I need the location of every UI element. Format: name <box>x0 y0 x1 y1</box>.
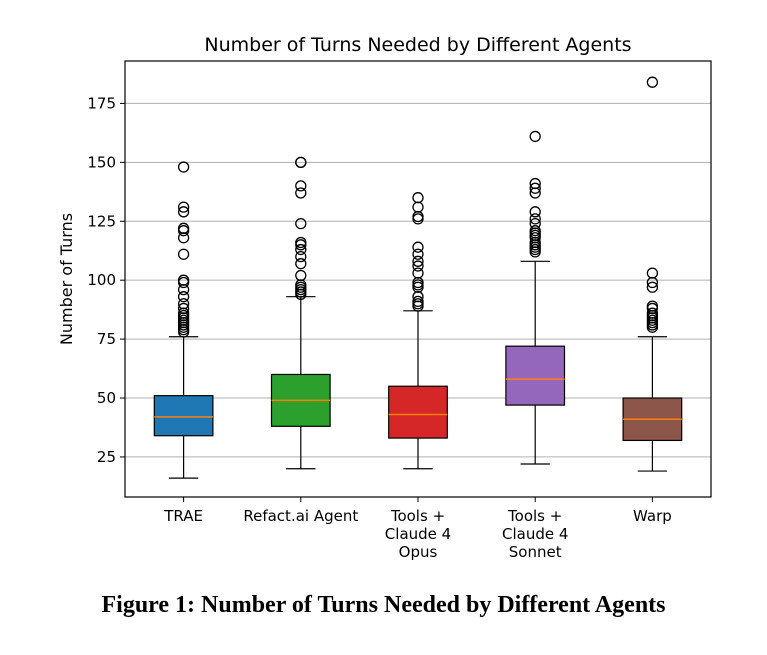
outlier-point <box>646 281 659 293</box>
x-tick-label-line: Tools + <box>507 507 562 525</box>
box-plot-chart: Number of Turns Needed by Different Agen… <box>57 34 712 561</box>
x-tick-label: Tools + Claude 4 Sonnet <box>502 507 568 561</box>
outlier-point <box>529 217 541 230</box>
outlier-point <box>177 206 190 218</box>
y-axis-ticks: 25 50 75 100 125 150 175 <box>87 94 125 466</box>
outlier-point <box>177 291 190 303</box>
outlier-point <box>295 217 307 230</box>
y-axis-label: Number of Turns <box>57 213 76 345</box>
x-tick-label: Refact.ai Agent <box>243 507 358 525</box>
outlier-point <box>412 192 424 204</box>
x-tick-label-line: Sonnet <box>509 543 562 561</box>
outlier-point <box>646 307 659 319</box>
chart-title: Number of Turns Needed by Different Agen… <box>204 34 631 56</box>
outlier-point <box>177 201 190 213</box>
outlier-point <box>529 182 541 194</box>
outlier-point <box>529 177 541 190</box>
outlier-point <box>412 210 424 223</box>
outlier-point <box>529 130 541 143</box>
x-tick-label: Tools + Claude 4 Opus <box>385 507 451 561</box>
outlier-point <box>646 300 659 312</box>
outlier-point <box>646 76 659 88</box>
iqr-box <box>388 385 448 439</box>
y-tick-label: 175 <box>87 94 116 112</box>
outlier-point <box>412 267 424 279</box>
outlier-point <box>177 298 190 310</box>
outlier-point <box>412 279 424 291</box>
outlier-point <box>295 258 307 270</box>
outlier-point <box>177 302 190 315</box>
box-3 <box>388 192 448 470</box>
x-tick-label-line: Tools + <box>390 507 445 525</box>
outlier-point <box>177 161 190 173</box>
x-tick-label-line: TRAE <box>163 507 203 525</box>
y-tick-label: 75 <box>97 330 116 348</box>
outlier-point <box>529 213 541 225</box>
outlier-point <box>295 243 307 256</box>
outlier-point <box>529 206 541 218</box>
outlier-point <box>646 267 659 279</box>
outlier-point <box>412 213 424 225</box>
y-tick-label: 100 <box>87 271 116 289</box>
y-tick-label: 25 <box>97 448 116 466</box>
outlier-point <box>295 180 307 192</box>
box-1 <box>153 161 214 479</box>
outlier-point <box>295 236 307 249</box>
outlier-point <box>177 276 190 289</box>
figure-caption: Figure 1: Number of Turns Needed by Diff… <box>101 592 666 618</box>
outlier-point <box>177 225 190 237</box>
outlier-point <box>412 260 424 272</box>
iqr-box <box>505 345 566 406</box>
box-2 <box>270 156 331 470</box>
outlier-point <box>412 241 424 253</box>
y-tick-label: 150 <box>87 153 116 171</box>
y-tick-label: 125 <box>87 212 116 230</box>
outlier-point <box>295 250 307 263</box>
x-tick-label-line: Claude 4 <box>385 525 451 543</box>
outlier-point <box>177 274 190 286</box>
iqr-box <box>153 395 214 437</box>
outlier-point <box>412 201 424 213</box>
outlier-point <box>412 295 424 308</box>
outlier-point <box>295 156 307 168</box>
box-5 <box>622 76 683 472</box>
outlier-point <box>295 187 307 199</box>
x-tick-label: Warp <box>633 507 672 525</box>
box-4 <box>505 130 566 465</box>
x-tick-label-line: Refact.ai Agent <box>243 507 358 525</box>
outlier-point <box>177 222 190 234</box>
x-axis-ticks: TRAE Refact.ai Agent Tools + Claude 4 OpusTo… <box>163 497 672 561</box>
outlier-point <box>177 248 190 260</box>
outlier-point <box>295 269 307 282</box>
y-tick-label: 50 <box>97 389 116 407</box>
box-series <box>153 76 683 479</box>
x-tick-label-line: Warp <box>633 507 672 525</box>
x-tick-label-line: Claude 4 <box>502 525 568 543</box>
x-tick-label-line: Opus <box>399 543 438 561</box>
x-tick-label: TRAE <box>163 507 203 525</box>
outlier-point <box>412 255 424 267</box>
outlier-point <box>529 225 541 237</box>
outlier-point <box>412 248 424 260</box>
